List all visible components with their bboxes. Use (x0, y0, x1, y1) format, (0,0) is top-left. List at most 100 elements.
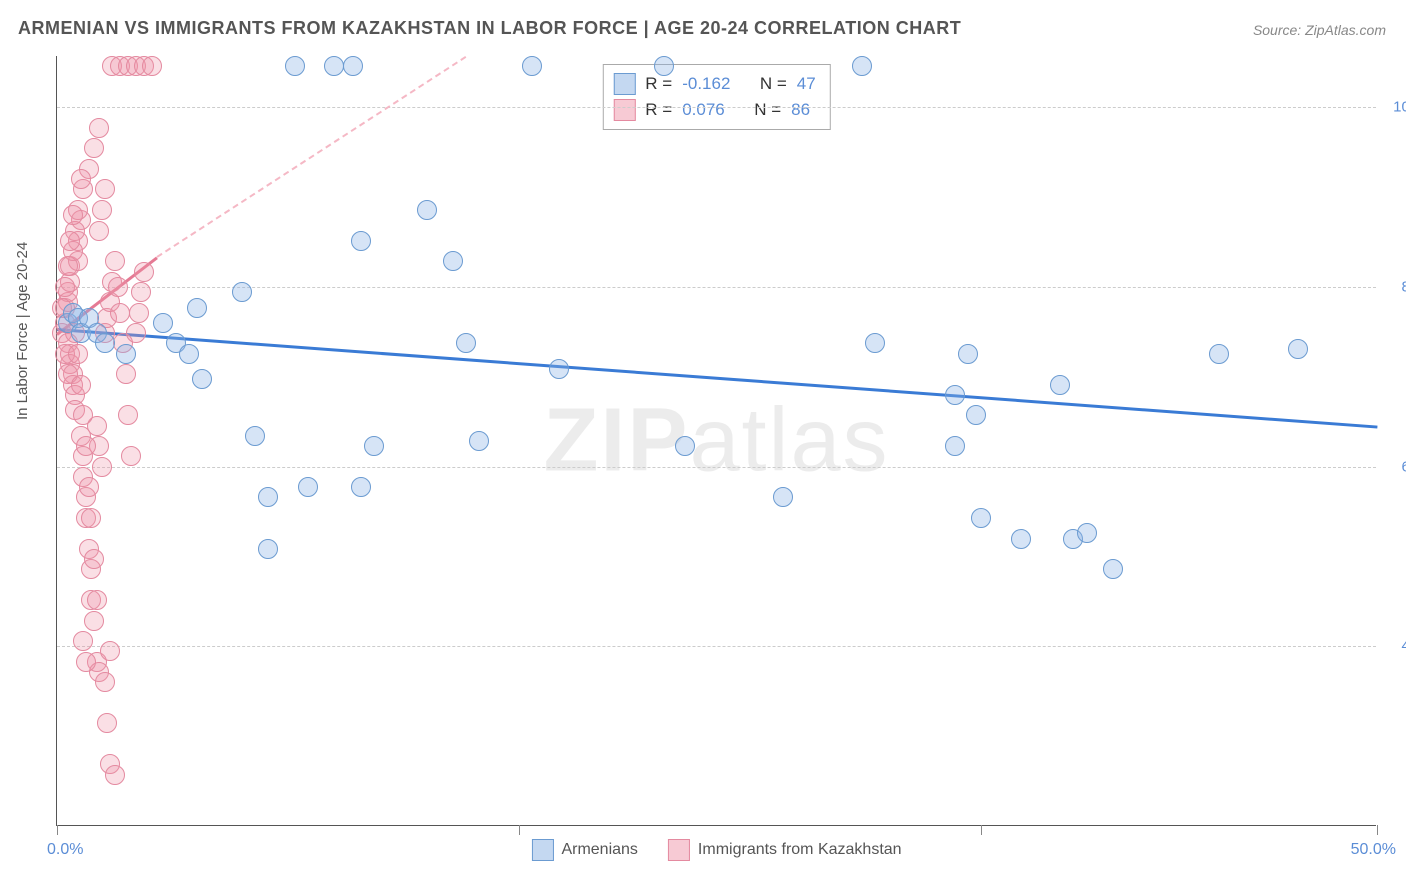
scatter-point (95, 672, 115, 692)
blue-r-value: -0.162 (682, 71, 730, 97)
scatter-point (865, 333, 885, 353)
scatter-point (89, 118, 109, 138)
y-axis-label: In Labor Force | Age 20-24 (14, 242, 31, 420)
swatch-pink-icon (613, 99, 635, 121)
scatter-point (522, 56, 542, 76)
scatter-point (1050, 375, 1070, 395)
scatter-point (73, 405, 93, 425)
scatter-point (443, 251, 463, 271)
scatter-point (55, 277, 75, 297)
scatter-point (351, 477, 371, 497)
scatter-point (324, 56, 344, 76)
scatter-point (945, 385, 965, 405)
scatter-point (84, 611, 104, 631)
legend-blue-label: Armenians (561, 841, 637, 859)
blue-n-value: 47 (797, 71, 816, 97)
trend-line (57, 328, 1377, 429)
scatter-point (63, 205, 83, 225)
source-attribution: Source: ZipAtlas.com (1253, 22, 1386, 38)
gridline (57, 646, 1376, 647)
legend-item-pink: Immigrants from Kazakhstan (668, 839, 902, 861)
scatter-point (76, 436, 96, 456)
scatter-point (469, 431, 489, 451)
legend-row-pink: R = 0.076 N = 86 (613, 97, 815, 123)
scatter-point (153, 313, 173, 333)
scatter-point (131, 282, 151, 302)
swatch-blue-icon (613, 73, 635, 95)
pink-r-value: 0.076 (682, 97, 725, 123)
scatter-point (549, 359, 569, 379)
scatter-point (116, 364, 136, 384)
scatter-point (76, 652, 96, 672)
x-tick (57, 825, 58, 835)
scatter-point (852, 56, 872, 76)
x-tick (981, 825, 982, 835)
scatter-point (1077, 523, 1097, 543)
scatter-point (100, 641, 120, 661)
scatter-point (126, 323, 146, 343)
y-tick-label: 82.5% (1384, 279, 1406, 296)
r-label: R = (645, 97, 672, 123)
scatter-point (192, 369, 212, 389)
swatch-pink-icon (668, 839, 690, 861)
gridline (57, 467, 1376, 468)
scatter-point (71, 375, 91, 395)
scatter-point (364, 436, 384, 456)
x-axis-max-label: 50.0% (1351, 841, 1396, 859)
scatter-point (351, 231, 371, 251)
scatter-point (60, 231, 80, 251)
scatter-point (245, 426, 265, 446)
scatter-point (1103, 559, 1123, 579)
gridline (57, 107, 1376, 108)
scatter-point (187, 298, 207, 318)
scatter-point (121, 446, 141, 466)
scatter-point (179, 344, 199, 364)
watermark-bold: ZIP (543, 390, 689, 490)
y-tick-label: 47.5% (1384, 638, 1406, 655)
scatter-point (116, 344, 136, 364)
x-axis-min-label: 0.0% (47, 841, 83, 859)
swatch-blue-icon (531, 839, 553, 861)
scatter-point (285, 56, 305, 76)
scatter-point (108, 277, 128, 297)
correlation-legend: R = -0.162 N = 47 R = 0.076 N = 86 (602, 64, 830, 130)
scatter-point (343, 56, 363, 76)
legend-pink-label: Immigrants from Kazakhstan (698, 841, 902, 859)
scatter-point (84, 549, 104, 569)
scatter-point (298, 477, 318, 497)
scatter-point (417, 200, 437, 220)
chart-plot-area: ZIPatlas R = -0.162 N = 47 R = 0.076 N =… (56, 56, 1376, 826)
scatter-point (84, 138, 104, 158)
scatter-point (258, 539, 278, 559)
scatter-point (105, 765, 125, 785)
scatter-point (95, 333, 115, 353)
scatter-point (232, 282, 252, 302)
trend-line (157, 56, 467, 258)
scatter-point (134, 262, 154, 282)
pink-n-value: 86 (791, 97, 810, 123)
scatter-point (129, 303, 149, 323)
scatter-point (68, 344, 88, 364)
x-tick (1377, 825, 1378, 835)
gridline (57, 287, 1376, 288)
y-tick-label: 65.0% (1384, 458, 1406, 475)
scatter-point (97, 713, 117, 733)
scatter-point (773, 487, 793, 507)
watermark-thin: atlas (689, 390, 889, 490)
x-tick (519, 825, 520, 835)
n-label: N = (760, 71, 787, 97)
scatter-point (105, 251, 125, 271)
scatter-point (73, 631, 93, 651)
scatter-point (81, 508, 101, 528)
scatter-point (654, 56, 674, 76)
scatter-point (958, 344, 978, 364)
scatter-point (1209, 344, 1229, 364)
n-label: N = (754, 97, 781, 123)
chart-title: ARMENIAN VS IMMIGRANTS FROM KAZAKHSTAN I… (18, 18, 961, 39)
scatter-point (92, 200, 112, 220)
legend-row-blue: R = -0.162 N = 47 (613, 71, 815, 97)
scatter-point (95, 179, 115, 199)
scatter-point (118, 405, 138, 425)
scatter-point (258, 487, 278, 507)
scatter-point (945, 436, 965, 456)
